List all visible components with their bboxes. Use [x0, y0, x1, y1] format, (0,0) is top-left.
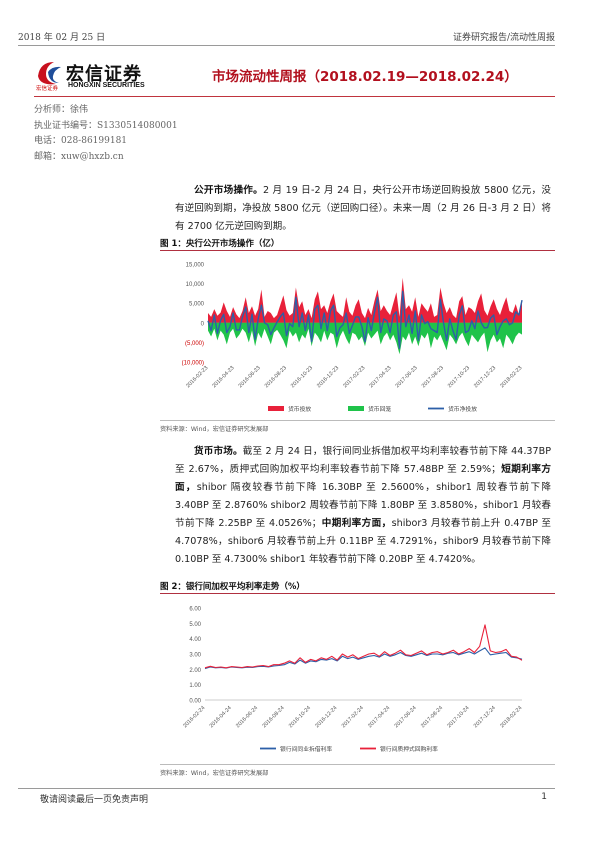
figure1-chart: 15,000 10,000 5,000 0 (5,000) (10,000) 2016-02… — [160, 252, 555, 417]
x-tick-label: 2016-10-23 — [290, 365, 314, 389]
page-header: 2018 年 02 月 25 日 证券研究报告/流动性周报 — [18, 28, 555, 44]
analyst-name: 分析师：徐伟 — [34, 105, 89, 115]
figure1-source: 资料来源：Wind，宏信证券研究发展部 — [160, 426, 269, 433]
y-tick-label: 15,000 — [186, 263, 205, 269]
x-tick-label: 2016-08-23 — [264, 365, 288, 389]
footer-disclaimer: 敬请阅读最后一页免责声明 — [40, 795, 149, 805]
title-divider — [34, 96, 555, 97]
x-tick-label: 2017-08-23 — [421, 365, 445, 389]
figure2-chart: 6.00 5.00 4.00 3.00 2.00 1.00 0.00 2016-02-24 20… — [160, 596, 555, 760]
section-money-market: 货币市场。截至 2 月 24 日，银行间同业拆借加权平均利率较春节前下降 44.… — [175, 443, 551, 569]
x-tick-label: 2017-12-24 — [473, 705, 497, 729]
y-tick-label: (10,000) — [182, 361, 204, 367]
injection-area — [208, 277, 522, 323]
y-tick-label: 5.00 — [189, 622, 201, 628]
section-lead: 货币市场。 — [194, 446, 243, 457]
header-divider — [18, 45, 555, 46]
x-tick-label: 2016-10-24 — [288, 705, 312, 729]
x-tick-label: 2017-02-24 — [341, 705, 365, 729]
section-lead: 中期利率方面， — [321, 518, 392, 529]
analyst-email[interactable]: 邮箱：xuw@hxzb.cn — [34, 151, 124, 162]
x-tick-label: 2017-06-23 — [395, 365, 419, 389]
x-tick-label: 2016-12-24 — [314, 705, 338, 729]
x-tick-label: 2017-12-23 — [473, 365, 497, 389]
logo-name-small: 宏信证券 — [36, 86, 59, 92]
logo-name-en: HONGXIN SECURITIES — [68, 82, 145, 89]
x-tick-label: 2016-08-24 — [262, 705, 286, 729]
x-tick-label: 2018-02-23 — [499, 365, 523, 389]
x-tick-label: 2017-02-23 — [342, 365, 366, 389]
legend-label: 货币投放 — [288, 405, 311, 413]
x-tick-label: 2016-04-23 — [211, 365, 235, 389]
logo-name-cn: 宏信证券 — [66, 64, 142, 85]
y-tick-label: 10,000 — [186, 282, 205, 288]
x-tick-label: 2017-10-24 — [446, 705, 470, 729]
x-tick-label: 2016-02-24 — [182, 705, 206, 729]
figure2-title: 图 2：银行间加权平均利率走势（%） — [160, 582, 305, 592]
x-tick-label: 2017-08-24 — [420, 705, 444, 729]
analyst-phone: 电话：028-86199181 — [34, 136, 128, 146]
figure1-title: 图 1：央行公开市场操作（亿） — [160, 239, 280, 249]
y-tick-label: (5,000) — [185, 341, 204, 347]
section-lead: 公开市场操作。 — [194, 185, 264, 196]
legend-swatch — [348, 406, 364, 411]
figure1-bottom-rule — [160, 420, 555, 421]
x-tick-label: 2016-06-23 — [238, 365, 262, 389]
figure2-rule — [160, 593, 555, 594]
report-date: 2018 年 02 月 25 日 — [18, 33, 106, 43]
figure1-rule — [160, 250, 555, 251]
legend-label: 银行间质押式回购利率 — [380, 745, 438, 753]
y-tick-label: 6.00 — [189, 607, 201, 613]
x-tick-label: 2016-12-23 — [316, 365, 340, 389]
x-tick-label: 2016-06-24 — [235, 705, 259, 729]
section-lead: 短期利率方面， — [175, 464, 552, 493]
x-tick-label: 2017-04-24 — [367, 705, 391, 729]
breadcrumb: 证券研究报告/流动性周报 — [452, 33, 555, 43]
section-text: shibor 隔夜较春节前下降 16.30BP 至 2.5600%，shibor… — [175, 482, 551, 529]
footer-divider — [18, 788, 555, 789]
y-tick-label: 3.00 — [189, 653, 201, 659]
report-title: 市场流动性周报（2018.02.19—2018.02.24） — [212, 69, 518, 85]
logo-emblem-icon — [38, 62, 61, 85]
legend-swatch — [268, 406, 284, 411]
company-logo: 宏信证券 HONGXIN SECURITIES 宏信证券 — [34, 58, 164, 94]
analyst-info: 分析师：徐伟 执业证书编号：S1330514080001 电话：028-8619… — [34, 103, 178, 165]
x-tick-label: 2016-04-24 — [209, 705, 233, 729]
y-tick-label: 1.00 — [189, 683, 201, 689]
y-tick-label: 5,000 — [189, 302, 205, 308]
net-injection-line — [207, 290, 523, 349]
legend-label: 货币净投放 — [448, 405, 477, 413]
section-text: shibor3 月较春节前上升 0.47BP 至 4.7078%，shibor6… — [175, 518, 552, 565]
x-tick-label: 2017-06-24 — [394, 705, 418, 729]
y-tick-label: 0.00 — [189, 699, 201, 705]
y-tick-label: 2.00 — [189, 668, 201, 674]
x-tick-label: 2016-02-23 — [185, 365, 209, 389]
rate-line-1 — [204, 624, 523, 669]
x-tick-label: 2018-02-24 — [499, 705, 523, 729]
section-text: 截至 2 月 24 日，银行间同业拆借加权平均利率较春节前下降 44.37BP … — [175, 446, 552, 475]
open-market-chart: 15,000 10,000 5,000 0 (5,000) (10,000)2016-02… — [182, 263, 524, 414]
x-tick-label: 2017-10-23 — [447, 365, 471, 389]
analyst-cert: 执业证书编号：S1330514080001 — [34, 120, 178, 131]
section-body: 2 月 19 日-2 月 24 日，央行公开市场逆回购投放 5800 亿元，没有… — [175, 185, 551, 232]
legend-label: 货币回笼 — [368, 405, 391, 413]
section-open-market: 公开市场操作。2 月 19 日-2 月 24 日，央行公开市场逆回购投放 580… — [175, 182, 551, 236]
page-number: 1 — [541, 792, 547, 802]
y-tick-label: 0 — [201, 321, 205, 327]
rate-line-0 — [204, 647, 523, 670]
y-tick-label: 4.00 — [189, 637, 201, 643]
figure2-bottom-rule — [160, 764, 555, 765]
figure2-source: 资料来源：Wind，宏信证券研究发展部 — [160, 770, 269, 777]
legend-label: 银行间同业拆借利率 — [280, 745, 332, 753]
x-tick-label: 2017-04-23 — [368, 365, 392, 389]
